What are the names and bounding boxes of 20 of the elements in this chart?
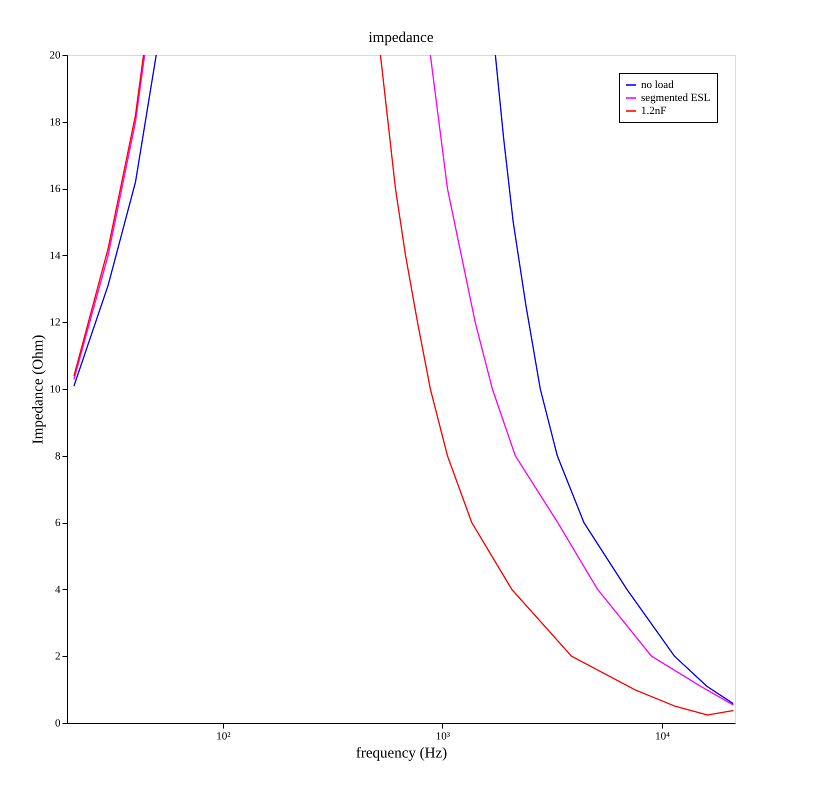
legend-label: segmented ESL <box>641 92 711 104</box>
y-tick-label: 14 <box>50 250 61 262</box>
y-tick-label: 10 <box>50 384 61 396</box>
y-axis-title: Impedance (Ohm) <box>30 334 46 444</box>
x-tick-label: 10³ <box>436 730 451 742</box>
legend-label: 1.2nF <box>641 105 666 117</box>
y-tick-label: 8 <box>55 450 61 462</box>
x-tick-label: 10⁴ <box>655 730 670 742</box>
x-tick-label: 10² <box>216 730 232 742</box>
y-tick-label: 6 <box>55 517 61 530</box>
x-axis-title: frequency (Hz) <box>356 746 448 762</box>
y-tick-label: 20 <box>50 50 61 62</box>
y-tick-label: 18 <box>50 116 61 128</box>
y-tick-label: 2 <box>55 650 60 663</box>
y-tick-label: 4 <box>55 584 61 596</box>
y-tick-label: 16 <box>50 183 61 196</box>
y-tick-label: 0 <box>55 718 61 730</box>
legend-label: no load <box>641 79 674 91</box>
y-tick-label: 12 <box>50 316 60 329</box>
chart-title: impedance <box>368 30 434 46</box>
